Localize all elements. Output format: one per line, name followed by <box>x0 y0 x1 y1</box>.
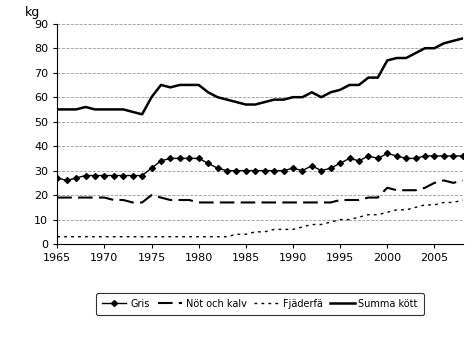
Text: kg: kg <box>25 6 40 19</box>
Legend: Gris, Nöt och kalv, Fjäderfä, Summa kött: Gris, Nöt och kalv, Fjäderfä, Summa kött <box>96 293 423 315</box>
